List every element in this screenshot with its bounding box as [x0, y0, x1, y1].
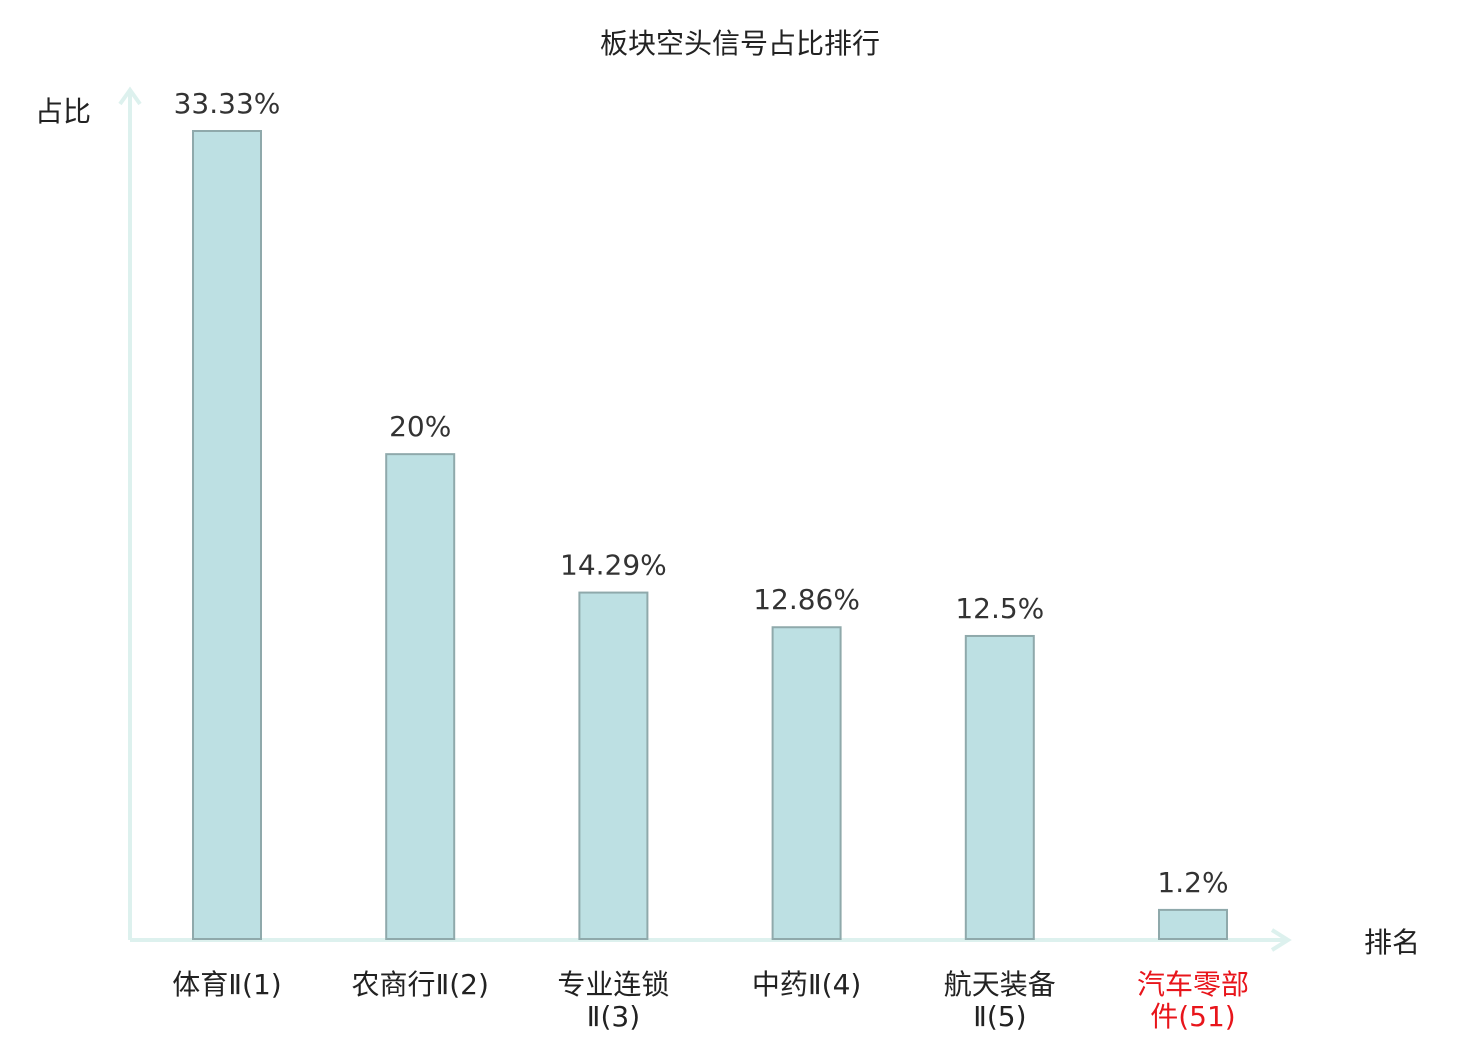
data-label: 33.33% — [174, 87, 281, 120]
x-tick-label: Ⅱ(5) — [973, 1000, 1026, 1033]
bar — [385, 453, 456, 940]
bar — [964, 634, 1035, 941]
x-tick-label: 中药Ⅱ(4) — [752, 968, 861, 1001]
data-label: 1.2% — [1157, 866, 1228, 899]
data-label: 12.5% — [955, 592, 1044, 625]
bar — [192, 130, 262, 940]
x-tick-label: 专业连锁 — [557, 968, 669, 1001]
axes — [118, 86, 1292, 952]
x-tick-label: 航天装备 — [944, 968, 1056, 1001]
data-label: 12.86% — [753, 583, 860, 616]
bar — [771, 626, 842, 940]
chart-title: 板块空头信号占比排行 — [600, 27, 880, 60]
x-tick-label: 件(51) — [1150, 1000, 1235, 1033]
x-axis-arrow — [1270, 928, 1292, 952]
x-tick-label: 体育Ⅱ(1) — [172, 968, 281, 1001]
x-tick-label: 汽车零部 — [1137, 968, 1249, 1001]
y-axis-arrow — [118, 86, 142, 106]
data-label: 14.29% — [560, 549, 667, 582]
x-tick-label: Ⅱ(3) — [587, 1000, 640, 1033]
y-axis-label: 占比 — [35, 95, 91, 128]
bar — [578, 591, 649, 940]
x-axis-label: 排名 — [1364, 926, 1420, 959]
bar — [1158, 908, 1228, 941]
data-label: 20% — [389, 410, 451, 443]
x-tick-label: 农商行Ⅱ(2) — [351, 968, 488, 1001]
